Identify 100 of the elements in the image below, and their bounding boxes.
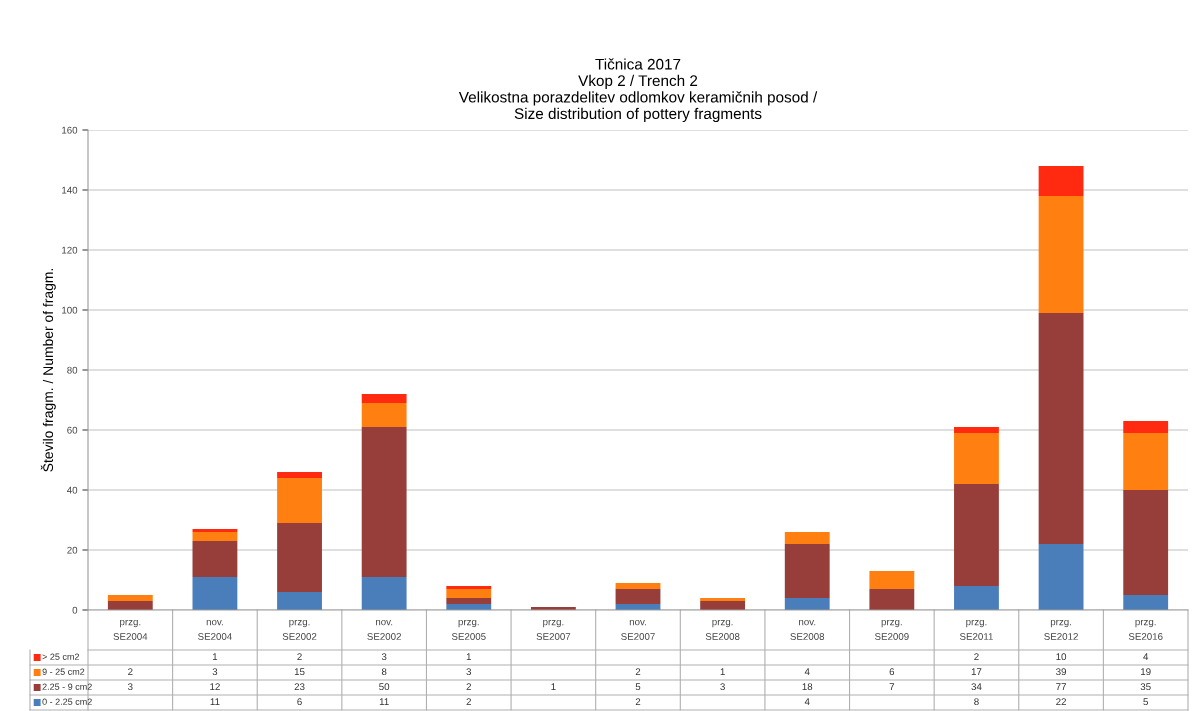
data-label: 5 bbox=[635, 683, 641, 691]
legend-label: > 25 cm2 bbox=[42, 653, 80, 660]
bar bbox=[192, 541, 238, 577]
bar bbox=[277, 523, 322, 592]
bar bbox=[615, 583, 661, 589]
data-label: 2 bbox=[466, 698, 471, 706]
y-tick-label: 80 bbox=[67, 366, 78, 374]
bar bbox=[1038, 166, 1084, 196]
data-label: 3 bbox=[381, 653, 387, 661]
data-label: 7 bbox=[889, 683, 895, 691]
data-label: 2 bbox=[635, 668, 641, 676]
data-label: 8 bbox=[381, 668, 387, 676]
data-label: 3 bbox=[466, 668, 472, 676]
bar bbox=[1123, 490, 1169, 595]
data-label: 1 bbox=[720, 668, 725, 676]
y-tick-label: 120 bbox=[62, 246, 78, 254]
bar bbox=[192, 532, 238, 541]
data-label: 10 bbox=[1056, 653, 1067, 661]
data-label: 6 bbox=[297, 698, 302, 706]
data-label: 1 bbox=[551, 683, 556, 691]
data-label: 2 bbox=[635, 698, 641, 706]
bar bbox=[277, 478, 322, 523]
bar bbox=[1123, 421, 1169, 433]
bar bbox=[615, 589, 661, 604]
data-label: 3 bbox=[212, 668, 218, 676]
x-tick-label: przg. SE2007 bbox=[536, 619, 571, 640]
legend-label: 2.25 - 9 cm2 bbox=[42, 683, 92, 690]
data-label: 35 bbox=[1140, 683, 1151, 691]
bar bbox=[784, 598, 830, 610]
data-label: 2 bbox=[297, 653, 302, 661]
bar bbox=[361, 394, 407, 403]
y-tick-label: 100 bbox=[62, 306, 78, 314]
bar bbox=[277, 592, 322, 610]
bar bbox=[446, 586, 492, 589]
data-label: 2 bbox=[128, 668, 133, 676]
bar bbox=[107, 595, 153, 601]
data-label: 19 bbox=[1141, 668, 1151, 676]
data-label: 23 bbox=[294, 683, 305, 691]
data-label: 2 bbox=[466, 683, 471, 691]
bar bbox=[869, 571, 915, 589]
y-axis-title: Število fragm. / Number of fragm. bbox=[40, 268, 56, 472]
bar bbox=[954, 427, 999, 433]
x-tick-label: przg. SE2004 bbox=[113, 619, 148, 640]
bar bbox=[192, 577, 238, 610]
bar bbox=[361, 577, 407, 610]
data-label: 17 bbox=[971, 668, 982, 676]
data-label: 18 bbox=[802, 683, 813, 691]
x-tick-label: nov. SE2008 bbox=[790, 619, 825, 640]
data-label: 3 bbox=[127, 683, 133, 691]
data-label: 50 bbox=[379, 683, 390, 691]
bar bbox=[784, 532, 830, 544]
x-tick-label: przg. SE2016 bbox=[1128, 619, 1163, 640]
bar bbox=[1038, 313, 1084, 544]
x-tick-label: nov. SE2002 bbox=[367, 619, 401, 640]
legend-label: 0 - 2.25 cm2 bbox=[42, 698, 92, 705]
x-tick-label: przg. SE2011 bbox=[959, 619, 993, 640]
data-label: 22 bbox=[1056, 698, 1066, 706]
x-tick-label: przg. SE2008 bbox=[705, 619, 740, 640]
bar bbox=[700, 598, 746, 601]
x-tick-label: przg. SE2002 bbox=[282, 619, 317, 640]
bar bbox=[954, 433, 999, 484]
data-label: 77 bbox=[1056, 683, 1066, 691]
data-label: 4 bbox=[1143, 653, 1149, 661]
y-tick-label: 0 bbox=[72, 606, 78, 614]
chart-title: Tičnica 2017 Vkop 2 / Trench 2 Velikostna porazdelitev odlomkov keramičnih posod / Size distribution of pottery fragments bbox=[458, 58, 818, 123]
data-label: 1 bbox=[466, 653, 471, 661]
bar bbox=[192, 529, 238, 532]
y-tick-label: 140 bbox=[62, 186, 78, 194]
data-label: 11 bbox=[210, 698, 220, 706]
data-label: 15 bbox=[294, 668, 305, 676]
bar bbox=[954, 484, 999, 586]
y-tick-label: 60 bbox=[67, 426, 78, 434]
data-label: 4 bbox=[804, 668, 810, 676]
data-label: 1 bbox=[212, 653, 218, 661]
x-tick-label: nov. SE2007 bbox=[621, 619, 655, 640]
bar bbox=[361, 427, 407, 577]
x-tick-label: przg. SE2012 bbox=[1044, 619, 1078, 640]
y-tick-label: 160 bbox=[62, 126, 78, 134]
bar bbox=[1038, 544, 1084, 610]
x-tick-label: nov. SE2004 bbox=[198, 619, 232, 640]
y-tick-label: 20 bbox=[67, 546, 78, 554]
data-label: 6 bbox=[889, 668, 895, 676]
bar bbox=[277, 472, 322, 478]
data-label: 2 bbox=[974, 653, 979, 661]
bar bbox=[446, 598, 492, 604]
data-label: 8 bbox=[974, 698, 979, 706]
data-label: 4 bbox=[804, 698, 810, 706]
bar bbox=[954, 586, 999, 610]
x-tick-label: przg. SE2005 bbox=[451, 619, 486, 640]
bar bbox=[1038, 196, 1084, 313]
bar bbox=[1123, 433, 1169, 490]
bar bbox=[869, 589, 915, 610]
data-label: 34 bbox=[971, 683, 982, 691]
data-label: 11 bbox=[379, 698, 389, 706]
data-label: 12 bbox=[210, 683, 220, 691]
data-label: 39 bbox=[1056, 668, 1067, 676]
bar bbox=[446, 589, 492, 598]
x-tick-label: przg. SE2009 bbox=[874, 619, 909, 640]
bar bbox=[361, 403, 407, 427]
bar bbox=[1123, 595, 1169, 610]
